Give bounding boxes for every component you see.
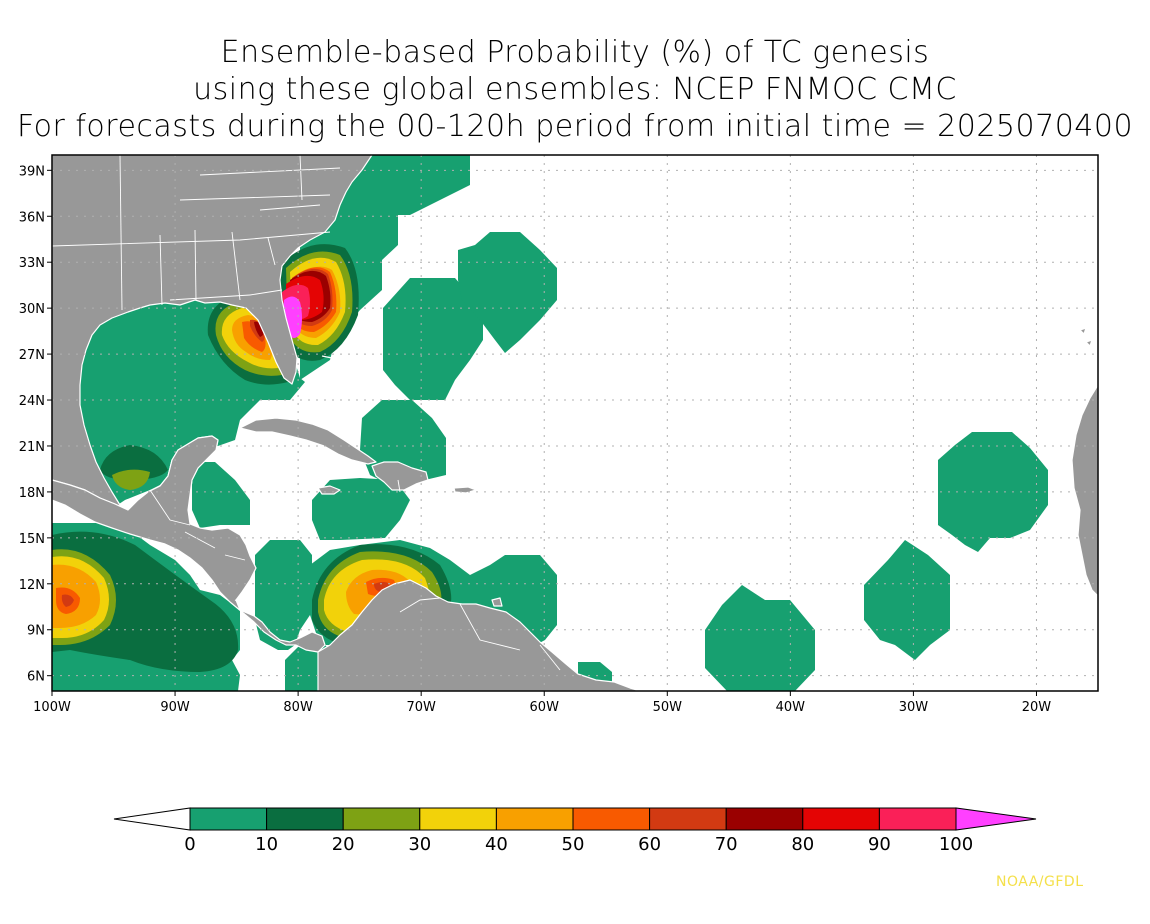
lat-label-24n: 24N <box>19 394 45 409</box>
lat-label-9n: 9N <box>27 624 45 639</box>
colorbar-swatch-80-90 <box>802 807 880 831</box>
colorbar-high-arrow <box>955 807 1037 831</box>
lon-label-90w: 90W <box>160 700 190 715</box>
south-america-land <box>317 579 641 691</box>
colorbar-label-30: 30 <box>408 834 431 855</box>
trinidad-land <box>491 597 503 607</box>
colorbar-label-50: 50 <box>562 834 585 855</box>
colorbar-label-70: 70 <box>715 834 738 855</box>
lon-label-70w: 70W <box>406 700 436 715</box>
colorbar-swatch-0-10 <box>189 807 268 831</box>
lat-label-36n: 36N <box>19 210 45 225</box>
colorbar-swatch-40-50 <box>495 807 574 831</box>
lat-label-21n: 21N <box>19 440 45 455</box>
colorbar-swatch-10-20 <box>266 807 344 831</box>
land-masses <box>52 155 1098 691</box>
lon-label-80w: 80W <box>283 700 313 715</box>
colorbar-swatch-70-80 <box>725 807 804 831</box>
lon-label-50w: 50W <box>653 700 683 715</box>
colorbar-swatch-30-40 <box>419 807 497 831</box>
title-line-2: using these global ensembles: NCEP FNMOC… <box>193 72 957 107</box>
lat-label-33n: 33N <box>19 256 45 271</box>
lat-label-27n: 27N <box>19 348 45 363</box>
political-borders <box>52 155 561 671</box>
colorbar-swatch-90-100 <box>878 807 957 831</box>
africa-land <box>1071 384 1098 597</box>
canary-islands-land <box>1079 327 1093 347</box>
plot-frame <box>51 154 1099 692</box>
puerto-rico-land <box>453 486 477 494</box>
colorbar-label-0: 0 <box>184 834 195 855</box>
colorbar-label-90: 90 <box>868 834 891 855</box>
hispaniola-land <box>371 461 429 491</box>
colorbar-label-10: 10 <box>255 834 278 855</box>
lon-label-60w: 60W <box>530 700 560 715</box>
central-america-land <box>52 435 326 653</box>
latitude-axis: 39N 36N 33N 30N 27N 24N 21N 18N 15N 12N 9N 6N <box>19 164 52 685</box>
colorbar-label-40: 40 <box>485 834 508 855</box>
lat-label-12n: 12N <box>19 578 45 593</box>
title-line-3: For forecasts during the 00-120h period … <box>16 109 1134 144</box>
cuba-land <box>239 417 377 465</box>
colorbar: 0 10 20 30 40 50 60 70 80 90 100 <box>113 807 1037 855</box>
colorbar-label-20: 20 <box>332 834 355 855</box>
lat-label-6n: 6N <box>27 670 45 685</box>
colorbar-label-80: 80 <box>791 834 814 855</box>
colorbar-label-100: 100 <box>939 834 973 855</box>
lon-label-100w: 100W <box>33 700 71 715</box>
lon-label-30w: 30W <box>899 700 929 715</box>
lon-label-40w: 40W <box>776 700 806 715</box>
jamaica-land <box>317 485 341 495</box>
colorbar-label-60: 60 <box>638 834 661 855</box>
colorbar-swatch-50-60 <box>572 807 651 831</box>
lat-label-15n: 15N <box>19 532 45 547</box>
lat-label-39n: 39N <box>19 164 45 179</box>
credit-text: NOAA/GFDL <box>996 874 1084 890</box>
longitude-axis: 100W 90W 80W 70W 60W 50W 40W 30W 20W <box>33 691 1051 715</box>
colorbar-low-arrow <box>113 807 191 831</box>
colorbar-swatch-60-70 <box>649 807 727 831</box>
title-line-1: Ensemble-based Probability (%) of TC gen… <box>220 35 930 70</box>
title-block: Ensemble-based Probability (%) of TC gen… <box>0 34 1150 145</box>
lat-lon-grid <box>52 155 1098 691</box>
colorbar-swatch-20-30 <box>342 807 421 831</box>
lon-label-20w: 20W <box>1022 700 1052 715</box>
map-plot-area <box>52 155 1098 691</box>
lat-label-18n: 18N <box>19 486 45 501</box>
lat-label-30n: 30N <box>19 302 45 317</box>
